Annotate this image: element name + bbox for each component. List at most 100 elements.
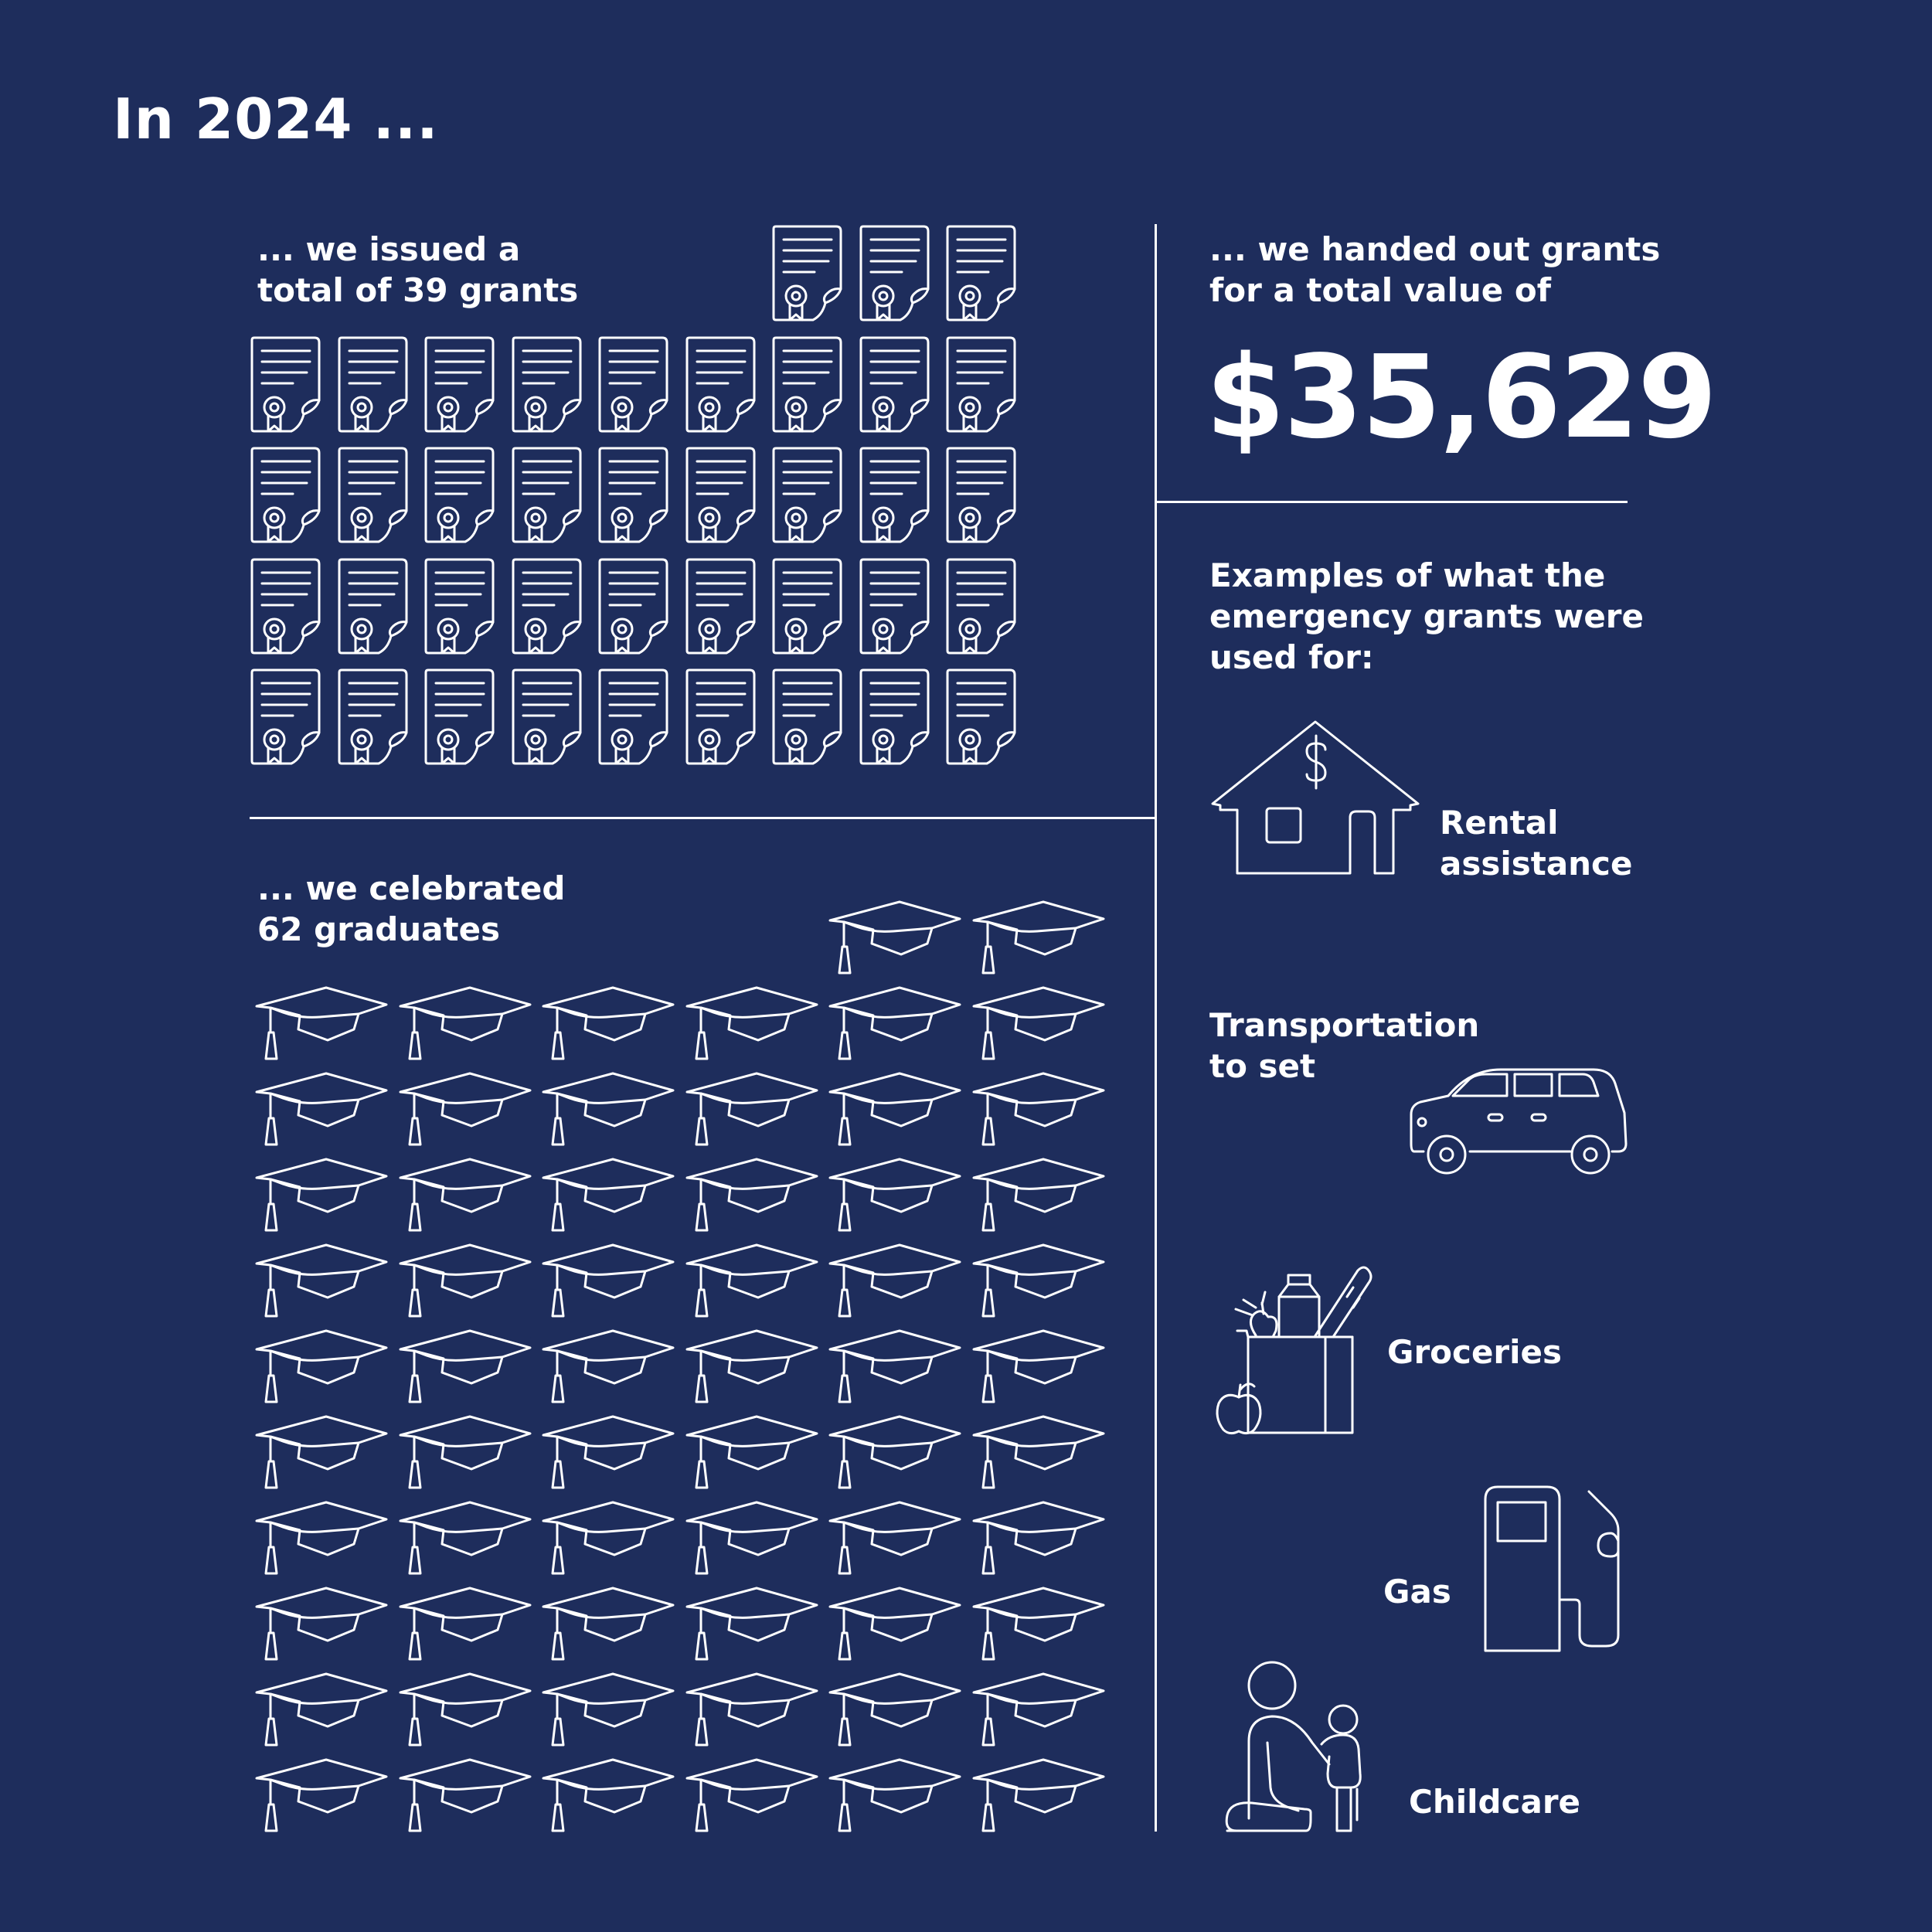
graduation-cap-icon — [828, 1329, 961, 1403]
certificate-icon — [859, 668, 929, 765]
graduation-cap-icon — [255, 1672, 388, 1747]
certificate-icon — [250, 558, 321, 654]
certificate-icon — [946, 668, 1016, 765]
graduation-cap-icon — [542, 1415, 675, 1489]
graduation-cap-icon — [828, 1158, 961, 1232]
certificate-icon — [859, 447, 929, 543]
certificate-icon — [250, 668, 321, 765]
graduation-cap-icon — [972, 1587, 1104, 1661]
certificate-icon — [338, 668, 407, 765]
certificate-icon — [772, 668, 842, 765]
graduation-cap-icon — [542, 1758, 675, 1832]
graduation-cap-icon — [399, 1672, 531, 1747]
certificate-icon — [338, 447, 407, 543]
graduation-cap-icon — [399, 1158, 531, 1232]
graduation-cap-icon — [542, 1158, 675, 1232]
graduation-cap-icon — [685, 1329, 818, 1403]
certificate-icon — [772, 447, 842, 543]
graduation-cap-icon — [255, 1072, 388, 1146]
graduation-cap-icon — [255, 1243, 388, 1318]
certificate-icon — [338, 558, 407, 654]
graduation-cap-icon — [255, 1329, 388, 1403]
certificate-icon — [946, 225, 1016, 321]
examples-caption-line2: emergency grants were — [1209, 597, 1644, 635]
graduation-cap-icon — [972, 1329, 1104, 1403]
certificate-icon — [772, 225, 842, 321]
certificate-icon — [598, 668, 668, 765]
graduation-cap-icon — [685, 1072, 818, 1146]
graduation-cap-icon — [542, 1329, 675, 1403]
grants-caption-line1: ... we issued a — [257, 230, 521, 268]
certificate-icon — [512, 336, 581, 432]
house-dollar-icon — [1211, 720, 1420, 875]
graduation-cap-icon — [828, 1501, 961, 1575]
graduation-cap-icon — [828, 1758, 961, 1832]
example-childcare-label: Childcare — [1409, 1783, 1581, 1821]
graduation-cap-icon — [399, 1587, 531, 1661]
car-icon — [1410, 1068, 1628, 1175]
examples-caption-line1: Examples of what the — [1209, 556, 1606, 594]
graduation-cap-icon — [399, 1501, 531, 1575]
example-groceries-label: Groceries — [1387, 1333, 1563, 1371]
graduation-cap-icon — [685, 1501, 818, 1575]
certificate-icon — [946, 558, 1016, 654]
graduates-caption-line1: ... we celebrated — [257, 869, 566, 907]
certificate-icon — [859, 336, 929, 432]
graduation-cap-icon — [685, 1758, 818, 1832]
childcare-icon — [1225, 1661, 1362, 1832]
graduation-cap-icon — [255, 1501, 388, 1575]
graduation-cap-icon — [828, 900, 961, 975]
certificate-icon — [772, 336, 842, 432]
value-divider — [1156, 501, 1628, 503]
graduation-cap-icon — [828, 1415, 961, 1489]
graduation-cap-icon — [972, 1501, 1104, 1575]
graduation-cap-icon — [255, 1758, 388, 1832]
certificate-icon — [685, 447, 755, 543]
graduation-cap-icon — [542, 1072, 675, 1146]
graduation-cap-icon — [828, 986, 961, 1060]
graduation-cap-icon — [255, 1158, 388, 1232]
graduation-cap-icon — [972, 1158, 1104, 1232]
certificate-icon — [685, 336, 755, 432]
certificate-icon — [512, 447, 581, 543]
gas-pump-icon — [1484, 1485, 1620, 1652]
examples-caption: Examples of what the emergency grants we… — [1209, 555, 1644, 678]
certificate-icon — [424, 558, 495, 654]
column-divider — [1155, 224, 1157, 1832]
total-value-amount: $35,629 — [1206, 331, 1717, 464]
certificate-icon — [598, 447, 668, 543]
graduates-caption: ... we celebrated 62 graduates — [257, 868, 565, 950]
graduation-cap-icon — [399, 1758, 531, 1832]
graduation-cap-icon — [255, 1587, 388, 1661]
grants-divider — [250, 817, 1155, 819]
graduation-cap-icon — [685, 1587, 818, 1661]
graduation-cap-icon — [542, 1243, 675, 1318]
certificate-icon — [685, 668, 755, 765]
certificate-icon — [512, 558, 581, 654]
certificate-icon — [772, 558, 842, 654]
graduation-cap-icon — [685, 1672, 818, 1747]
graduation-cap-icon — [972, 1672, 1104, 1747]
graduation-cap-icon — [972, 1072, 1104, 1146]
certificate-icon — [424, 336, 495, 432]
certificate-icon — [859, 558, 929, 654]
certificate-icon — [859, 225, 929, 321]
example-gas-label: Gas — [1383, 1573, 1451, 1611]
graduation-cap-icon — [972, 1758, 1104, 1832]
certificate-icon — [946, 336, 1016, 432]
graduates-caption-line2: 62 graduates — [257, 910, 501, 948]
graduation-cap-icon — [685, 1415, 818, 1489]
grocery-bag-icon — [1216, 1266, 1372, 1435]
graduation-cap-icon — [972, 900, 1104, 975]
graduation-cap-icon — [399, 1415, 531, 1489]
examples-caption-line3: used for: — [1209, 638, 1374, 676]
certificate-icon — [424, 447, 495, 543]
graduation-cap-icon — [685, 1158, 818, 1232]
certificate-icon — [512, 668, 581, 765]
graduation-cap-icon — [972, 1415, 1104, 1489]
example-rental-label: Rental assistance — [1440, 804, 1633, 883]
graduation-cap-icon — [828, 1587, 961, 1661]
grants-caption-line2: total of 39 grants — [257, 271, 579, 309]
certificate-icon — [685, 558, 755, 654]
graduation-cap-icon — [255, 1415, 388, 1489]
